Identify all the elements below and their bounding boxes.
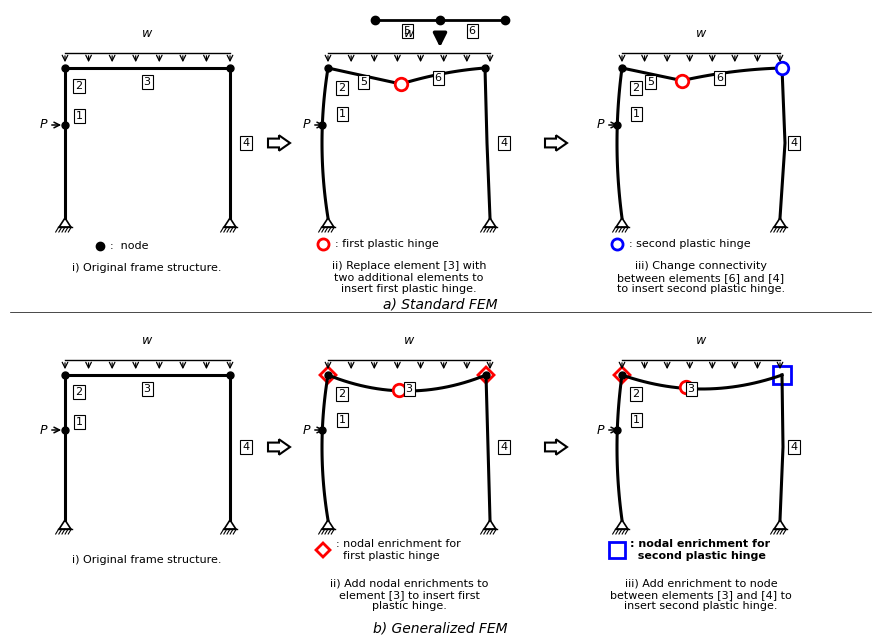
Text: 6: 6: [469, 26, 476, 36]
Text: 4: 4: [790, 442, 797, 452]
Text: : second plastic hinge: : second plastic hinge: [629, 239, 751, 249]
Text: w: w: [696, 334, 707, 347]
Bar: [773, 366, 791, 384]
Text: 4: 4: [500, 442, 507, 452]
Text: 2: 2: [633, 83, 640, 93]
Text: 4: 4: [500, 138, 507, 148]
Text: : first plastic hinge: : first plastic hinge: [335, 239, 439, 249]
Text: i) Original frame structure.: i) Original frame structure.: [72, 263, 222, 273]
Text: 5: 5: [647, 77, 654, 87]
Text: 2: 2: [338, 389, 345, 399]
Text: w: w: [142, 27, 152, 40]
Text: P: P: [596, 118, 604, 132]
Text: w: w: [403, 27, 414, 40]
Text: 4: 4: [790, 138, 797, 148]
Text: 2: 2: [633, 389, 640, 399]
Text: w: w: [696, 27, 707, 40]
Text: w: w: [403, 334, 414, 347]
Text: ii) Replace element [3] with
two additional elements to
insert first plastic hin: ii) Replace element [3] with two additio…: [332, 261, 486, 294]
Text: b) Generalized FEM: b) Generalized FEM: [373, 622, 507, 636]
Polygon shape: [316, 543, 330, 557]
Text: 2: 2: [76, 81, 83, 91]
Text: P: P: [596, 424, 604, 436]
Text: : nodal enrichment for
  first plastic hinge: : nodal enrichment for first plastic hin…: [336, 539, 461, 561]
Polygon shape: [614, 367, 630, 383]
Text: 1: 1: [633, 109, 640, 119]
Text: P: P: [302, 424, 310, 436]
Text: P: P: [40, 118, 47, 132]
Text: 6: 6: [434, 73, 441, 83]
Text: i) Original frame structure.: i) Original frame structure.: [72, 555, 222, 565]
Text: iii) Add enrichment to node
between elements [3] and [4] to
insert second plasti: iii) Add enrichment to node between elem…: [611, 578, 792, 611]
Polygon shape: [268, 439, 290, 455]
Text: :  node: : node: [110, 241, 149, 251]
Text: 5: 5: [403, 26, 411, 36]
Polygon shape: [268, 135, 290, 151]
Polygon shape: [478, 367, 494, 383]
Text: 1: 1: [633, 415, 640, 425]
Text: 3: 3: [405, 384, 412, 394]
Text: P: P: [40, 424, 47, 436]
Text: 3: 3: [687, 384, 694, 394]
Bar: [609, 542, 625, 558]
Text: a) Standard FEM: a) Standard FEM: [382, 297, 497, 311]
Text: 1: 1: [338, 415, 345, 425]
Polygon shape: [545, 135, 567, 151]
Text: 4: 4: [242, 442, 249, 452]
Polygon shape: [545, 439, 567, 455]
Polygon shape: [320, 367, 336, 383]
Text: 3: 3: [144, 384, 151, 394]
Text: w: w: [142, 334, 152, 347]
Text: 6: 6: [716, 73, 723, 83]
Text: P: P: [302, 118, 310, 132]
Text: iii) Change connectivity
between elements [6] and [4]
to insert second plastic h: iii) Change connectivity between element…: [617, 261, 785, 294]
Text: 2: 2: [338, 83, 345, 93]
Text: 5: 5: [360, 77, 367, 87]
Text: ii) Add nodal enrichments to
element [3] to insert first
plastic hinge.: ii) Add nodal enrichments to element [3]…: [329, 578, 488, 611]
Text: 1: 1: [76, 417, 83, 427]
Text: 3: 3: [144, 77, 151, 87]
Text: 1: 1: [338, 109, 345, 119]
Text: 1: 1: [76, 111, 83, 121]
Text: 4: 4: [242, 138, 249, 148]
Text: 2: 2: [76, 387, 83, 397]
Text: : nodal enrichment for
  second plastic hinge: : nodal enrichment for second plastic hi…: [630, 539, 770, 561]
